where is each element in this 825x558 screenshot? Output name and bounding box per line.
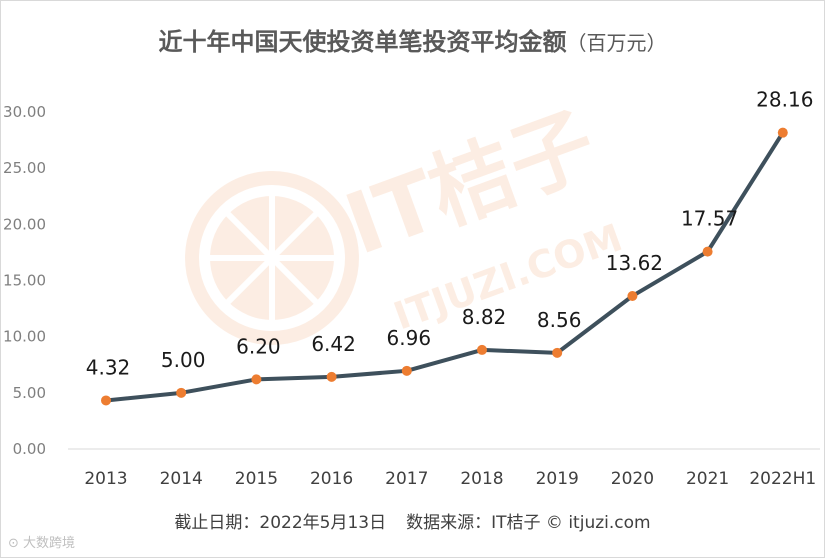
data-label: 4.32 <box>86 355 131 379</box>
data-labels: 4.32 5.00 6.20 6.42 6.96 8.82 8.56 13.62 17.57 28… <box>86 88 814 380</box>
data-point <box>251 374 262 385</box>
chart-title-text: 近十年中国天使投资单笔投资平均金额 <box>158 28 567 56</box>
series-line <box>105 131 785 403</box>
data-label: 5.00 <box>161 348 206 372</box>
footer: 截止日期：2022年5月13日 数据来源：IT桔子 © itjuzi.com <box>0 508 825 533</box>
watermark: IT桔子 ITJUZI.COM <box>185 94 628 345</box>
y-tick-label: 20.00 <box>3 215 46 233</box>
x-tick-label: 2018 <box>460 469 503 489</box>
footer-date: 截止日期：2022年5月13日 <box>174 513 387 533</box>
data-point <box>326 371 337 382</box>
chart-title: 近十年中国天使投资单笔投资平均金额（百万元） <box>0 22 825 57</box>
x-axis-ticks: 2013 2014 2015 2016 2017 2018 2019 2020 2021 2022… <box>84 469 816 489</box>
chart-title-unit: （百万元） <box>566 31 667 55</box>
x-tick-label: 2014 <box>160 469 203 489</box>
data-point <box>702 246 713 257</box>
x-tick-label: 2015 <box>235 469 278 489</box>
data-point <box>552 347 563 358</box>
x-tick-label: 2020 <box>611 469 654 489</box>
data-label: 8.56 <box>537 308 582 332</box>
y-tick-label: 5.00 <box>13 384 46 402</box>
data-point <box>176 387 187 398</box>
corner-logo: ⊙ 大数跨境 <box>8 532 75 551</box>
data-label: 28.16 <box>756 88 813 112</box>
data-point <box>477 344 487 355</box>
x-tick-label: 2021 <box>686 469 729 489</box>
y-tick-label: 10.00 <box>3 328 46 346</box>
data-label: 6.20 <box>236 334 281 358</box>
y-axis-ticks: 0.00 5.00 10.00 15.00 20.00 25.00 30.00 <box>3 103 46 458</box>
footer-source: 数据来源：IT桔子 © itjuzi.com <box>406 513 651 533</box>
x-tick-label: 2016 <box>310 469 353 489</box>
corner-logo-text: 大数跨境 <box>23 536 76 551</box>
y-tick-label: 30.00 <box>3 103 46 121</box>
data-label: 17.57 <box>681 207 738 231</box>
data-label: 13.62 <box>606 251 663 275</box>
x-tick-label: 2013 <box>84 469 127 489</box>
data-point <box>401 365 412 376</box>
y-tick-label: 15.00 <box>3 272 46 290</box>
x-tick-label: 2017 <box>385 469 428 489</box>
data-label: 8.82 <box>462 305 507 329</box>
data-label: 6.42 <box>311 332 356 356</box>
orange-slice-watermark-icon <box>185 171 359 345</box>
x-tick-label: 2019 <box>536 469 579 489</box>
y-tick-label: 0.00 <box>13 440 46 458</box>
data-label: 6.96 <box>387 326 432 350</box>
corner-logo-icon: ⊙ <box>8 536 19 551</box>
data-point <box>627 291 638 302</box>
x-tick-label: 2022H1 <box>749 469 816 489</box>
data-points <box>101 127 788 406</box>
y-tick-label: 25.00 <box>3 159 46 177</box>
data-point <box>777 127 788 138</box>
data-point <box>101 395 111 406</box>
